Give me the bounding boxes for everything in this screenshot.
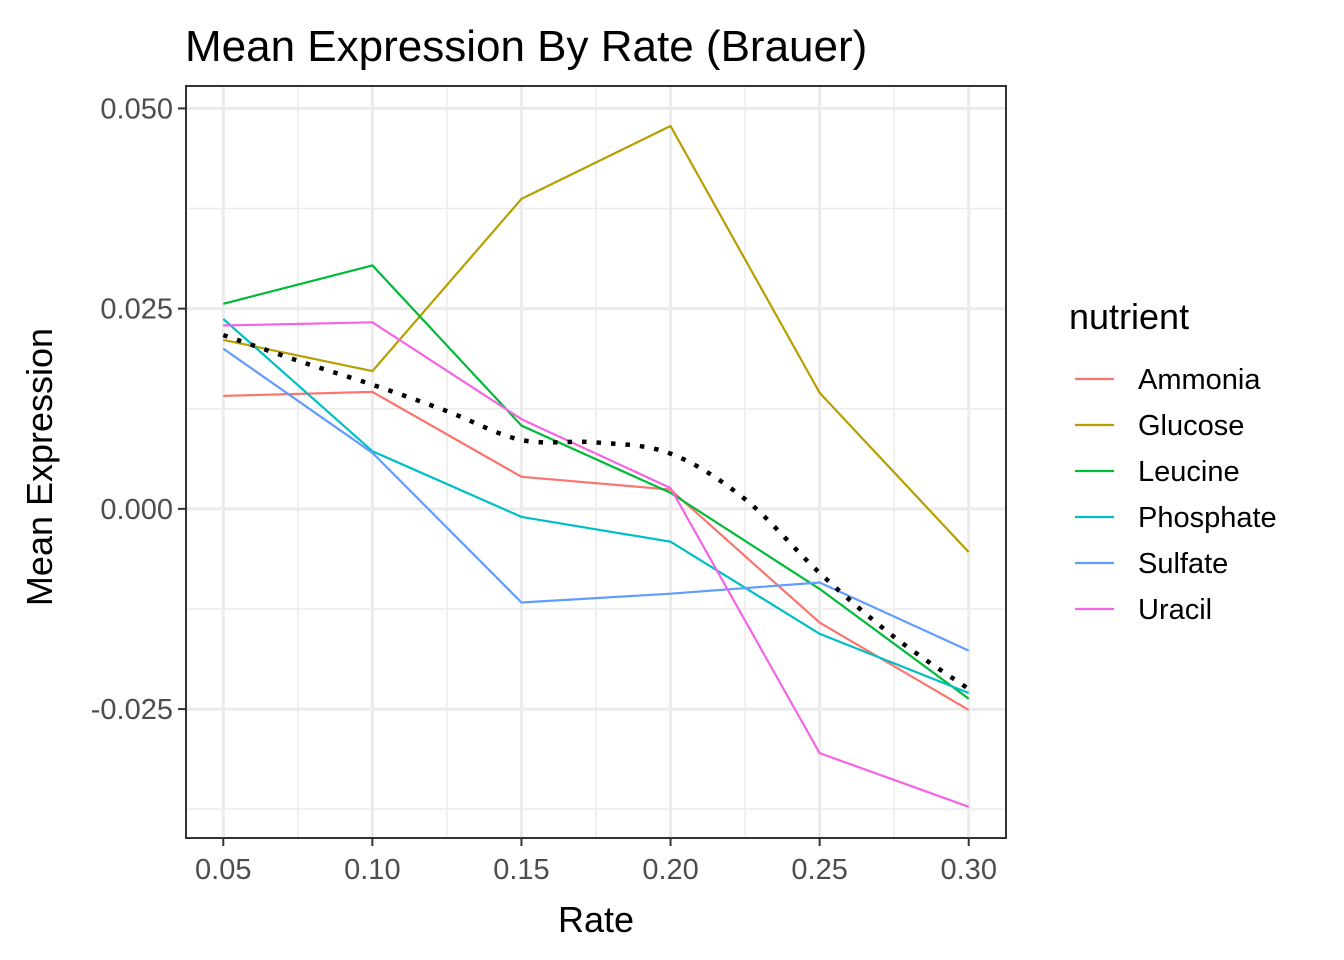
- series-line-phosphate: [222, 318, 970, 695]
- legend-item-sulfate: Sulfate: [1075, 548, 1228, 580]
- legend: nutrient Ammonia Glucose Leucine Phosphate S…: [1069, 296, 1277, 626]
- series-line-ammonia: [223, 390, 970, 711]
- legend-item-phosphate: Phosphate: [1075, 502, 1277, 534]
- x-tick-label: 0.30: [941, 854, 997, 886]
- legend-label: Leucine: [1138, 456, 1240, 488]
- legend-items: Ammonia Glucose Leucine Phosphate Sulfate Ura…: [1075, 364, 1277, 626]
- trend-line-group: [222, 332, 970, 691]
- panel-border: [185, 85, 1007, 839]
- x-tick-label: 0.05: [195, 854, 251, 886]
- series-line-sulfate: [222, 347, 970, 652]
- series-lines: [222, 124, 970, 808]
- legend-item-leucine: Leucine: [1075, 456, 1240, 488]
- series-line-uracil: [223, 321, 970, 808]
- series-line-leucine: [223, 264, 970, 700]
- minor-gridlines: [186, 86, 1006, 838]
- trend-line: [222, 332, 970, 691]
- y-axis-title: Mean Expression: [19, 328, 60, 606]
- x-tick-label: 0.20: [642, 854, 698, 886]
- legend-label: Sulfate: [1138, 548, 1228, 580]
- legend-label: Phosphate: [1138, 502, 1277, 534]
- series-line-glucose: [223, 124, 970, 553]
- legend-item-glucose: Glucose: [1075, 410, 1244, 442]
- legend-item-uracil: Uracil: [1075, 594, 1212, 626]
- y-tick-label: 0.050: [100, 93, 173, 125]
- x-tick-label: 0.15: [493, 854, 549, 886]
- x-tick-label: 0.10: [344, 854, 400, 886]
- plot-panel: [185, 85, 1007, 839]
- legend-item-ammonia: Ammonia: [1075, 364, 1261, 396]
- legend-label: Glucose: [1138, 410, 1244, 442]
- chart-title: Mean Expression By Rate (Brauer): [185, 22, 867, 71]
- x-axis: 0.05 0.10 0.15 0.20 0.25 0.30: [195, 838, 997, 886]
- legend-title: nutrient: [1069, 296, 1189, 337]
- y-tick-label: 0.000: [100, 494, 173, 526]
- legend-label: Ammonia: [1138, 364, 1261, 396]
- x-axis-title: Rate: [558, 899, 634, 940]
- legend-label: Uracil: [1138, 594, 1212, 626]
- y-tick-label: -0.025: [91, 694, 173, 726]
- x-tick-label: 0.25: [791, 854, 847, 886]
- y-tick-label: 0.025: [100, 294, 173, 326]
- y-axis: -0.025 0.000 0.025 0.050: [91, 93, 186, 726]
- major-gridlines: [186, 86, 1006, 838]
